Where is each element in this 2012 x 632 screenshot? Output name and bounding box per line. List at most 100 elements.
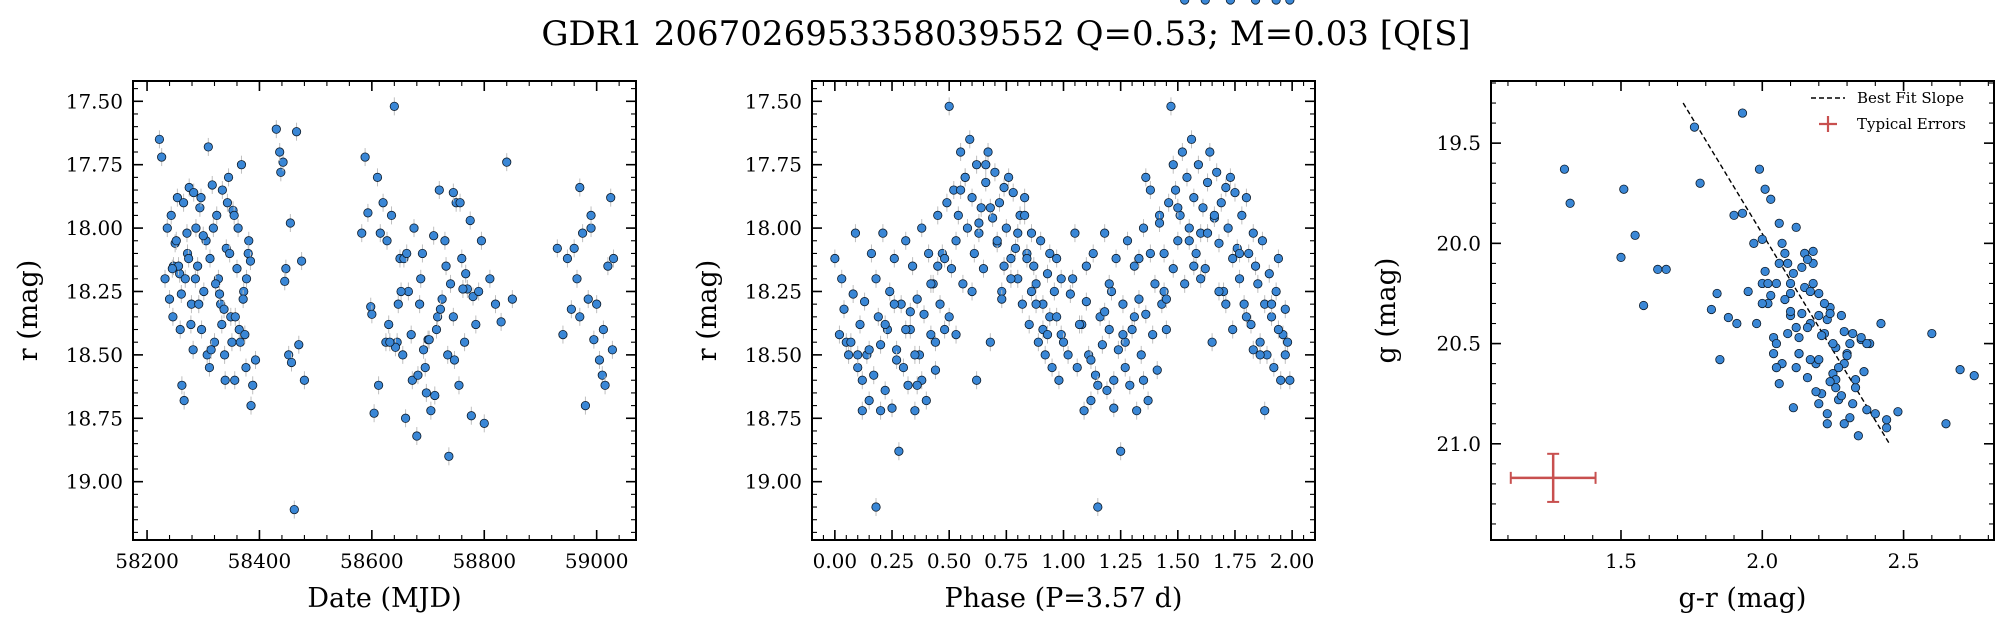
data-point	[997, 294, 1007, 304]
data-point	[972, 160, 982, 170]
x-tick-label: 58400	[228, 549, 292, 573]
data-point	[1026, 228, 1037, 238]
data-point	[1630, 230, 1640, 240]
data-point	[275, 147, 285, 157]
data-point	[951, 236, 961, 246]
data-point	[1715, 355, 1725, 365]
data-point	[926, 329, 936, 340]
data-point	[1042, 269, 1053, 279]
data-point	[1805, 286, 1815, 297]
data-point	[1768, 348, 1779, 359]
data-point	[240, 329, 250, 340]
data-point	[1205, 147, 1215, 157]
data-point	[1225, 0, 1236, 5]
data-point	[378, 198, 388, 208]
y-tick-label: 17.50	[66, 89, 123, 113]
light-curve-panel: 58200 58400 58600 58800 59000 17.50 17.75 18.00…	[13, 80, 637, 614]
data-point	[206, 345, 216, 355]
data-point	[1280, 304, 1290, 314]
data-point	[241, 274, 252, 284]
data-point	[402, 248, 412, 259]
data-point	[189, 187, 199, 198]
data-point	[1090, 370, 1101, 380]
data-point	[424, 335, 434, 345]
data-point	[443, 350, 453, 360]
data-point	[1619, 184, 1629, 194]
data-point	[1148, 329, 1158, 340]
data-point	[1228, 324, 1238, 335]
data-point	[1216, 198, 1226, 208]
data-point	[186, 319, 196, 330]
data-point	[1191, 248, 1201, 259]
data-point	[1255, 350, 1265, 360]
data-point	[1774, 379, 1784, 389]
data-point	[1783, 328, 1793, 339]
data-point	[1845, 413, 1855, 423]
data-point	[1024, 319, 1034, 330]
data-point	[562, 253, 573, 264]
data-point	[898, 362, 909, 373]
data-point	[1785, 306, 1796, 317]
data-point	[917, 223, 927, 233]
data-point	[461, 269, 471, 279]
data-point	[1819, 298, 1830, 309]
data-point	[1134, 253, 1144, 264]
data-point	[1228, 253, 1238, 264]
data-point	[1006, 274, 1016, 284]
data-point	[1004, 172, 1014, 182]
data-point	[1276, 375, 1286, 385]
data-point	[1752, 318, 1762, 329]
data-point	[177, 380, 187, 390]
y-tick-label: 18.25	[745, 279, 802, 303]
x-tick-label: 58600	[340, 549, 404, 573]
data-point	[1797, 308, 1807, 319]
data-point	[154, 134, 165, 144]
data-point	[967, 286, 977, 297]
data-point	[1022, 253, 1032, 264]
data-point	[1154, 218, 1165, 228]
data-point	[592, 299, 602, 309]
data-point	[1842, 350, 1852, 361]
data-point	[291, 127, 302, 137]
data-point	[1729, 210, 1739, 220]
data-point	[233, 223, 243, 233]
x-tick-label: 1.5	[1605, 549, 1637, 573]
data-point	[1757, 234, 1767, 244]
data-point	[1791, 322, 1801, 333]
data-point	[1036, 236, 1046, 246]
data-point	[846, 337, 856, 347]
data-point	[830, 253, 840, 264]
data-point	[924, 248, 934, 259]
data-point	[437, 294, 447, 304]
data-point	[1237, 210, 1247, 221]
data-point	[207, 180, 217, 190]
data-point	[1264, 269, 1274, 279]
data-point	[578, 228, 588, 238]
data-point	[416, 274, 426, 284]
data-point	[1783, 258, 1793, 268]
data-point	[390, 342, 401, 352]
data-point	[1882, 415, 1892, 425]
data-point	[1008, 187, 1018, 198]
data-point	[962, 223, 973, 233]
data-point	[297, 256, 307, 266]
data-point	[837, 274, 847, 284]
data-point	[366, 302, 376, 312]
data-point	[901, 324, 911, 335]
data-point	[434, 185, 444, 195]
data-point	[227, 337, 237, 347]
data-point	[926, 279, 936, 289]
data-point	[471, 319, 481, 330]
data-point	[869, 370, 879, 380]
data-point	[369, 408, 379, 418]
data-point	[232, 264, 242, 274]
x-tick-label: 2.00	[1270, 549, 1315, 573]
data-point	[468, 291, 478, 302]
data-point	[910, 406, 920, 416]
data-point	[942, 198, 952, 208]
data-point	[1072, 362, 1082, 373]
data-point	[236, 160, 247, 170]
x-tick-label: 58200	[115, 549, 179, 573]
data-point	[1653, 264, 1663, 275]
